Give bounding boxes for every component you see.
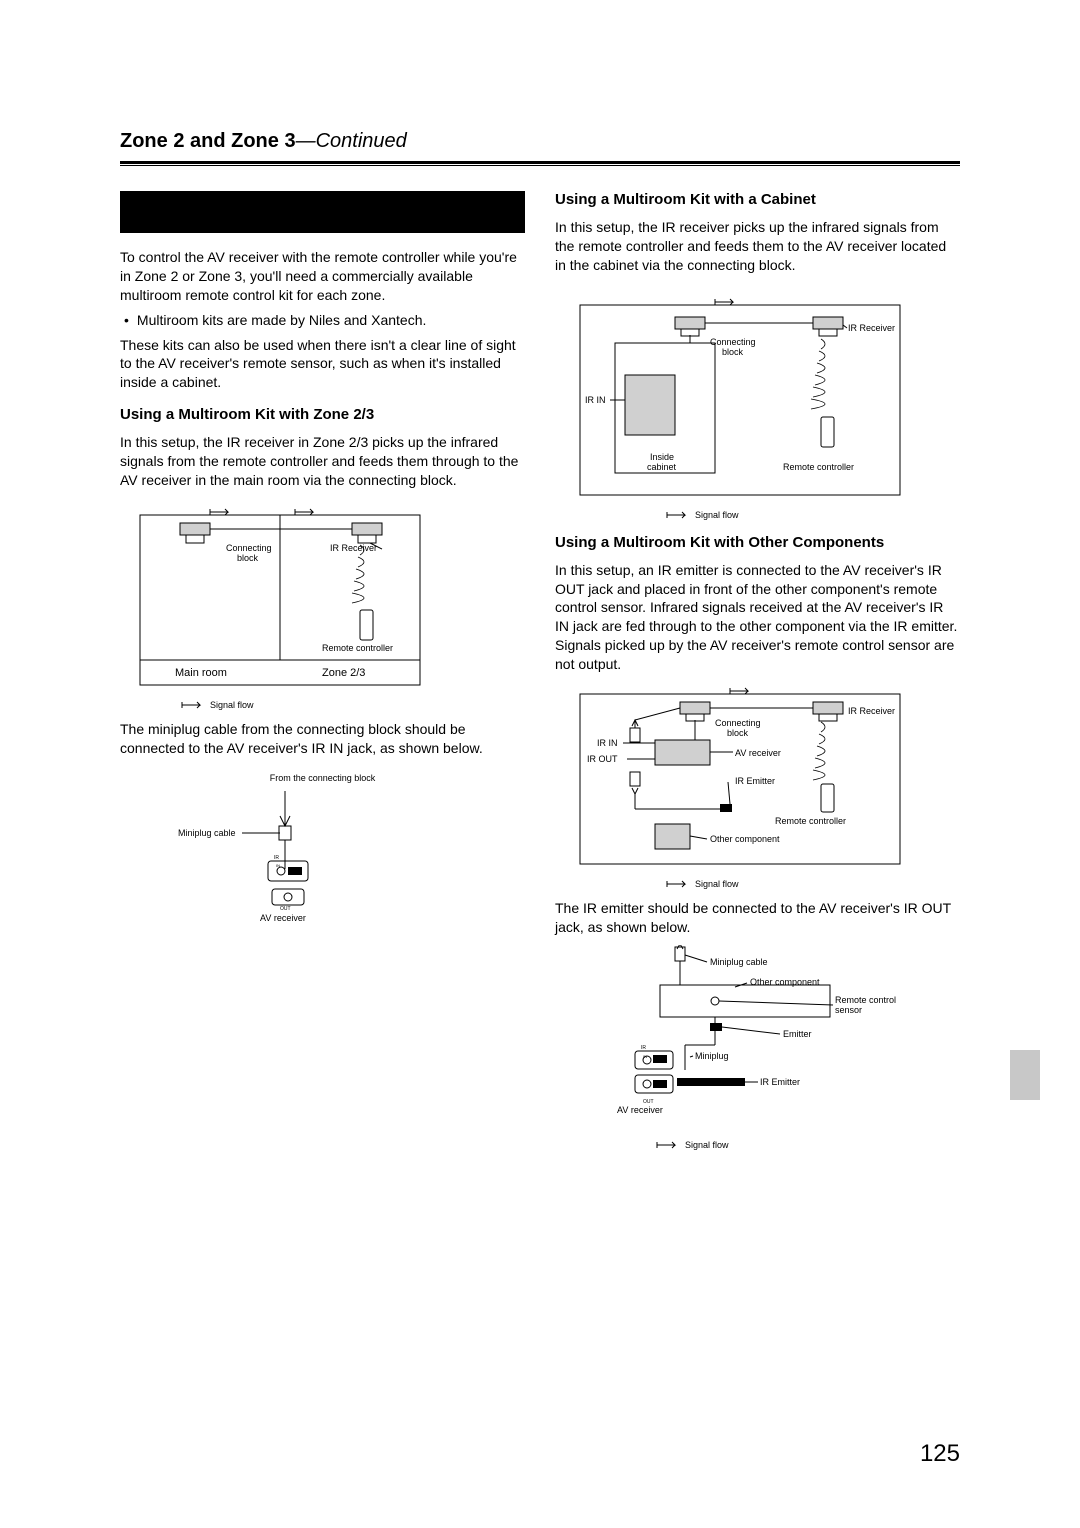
svg-text:block: block (722, 347, 744, 357)
svg-text:Remote control: Remote control (835, 995, 896, 1005)
svg-text:IR OUT: IR OUT (587, 754, 618, 764)
svg-text:IR Emitter: IR Emitter (735, 776, 775, 786)
svg-text:Zone 2/3: Zone 2/3 (322, 667, 365, 679)
svg-text:cabinet: cabinet (647, 462, 677, 472)
svg-text:OUT: OUT (280, 906, 291, 912)
svg-text:IN: IN (643, 1054, 647, 1059)
miniplug-para: The miniplug cable from the connecting b… (120, 720, 525, 758)
svg-text:Remote controller: Remote controller (775, 816, 846, 826)
svg-text:Connecting: Connecting (226, 543, 272, 553)
svg-text:AV receiver: AV receiver (735, 748, 781, 758)
bullet-item: • Multiroom kits are made by Niles and X… (120, 311, 525, 330)
diagram-2: From the connecting block Miniplug cable… (120, 773, 525, 921)
svg-text:Other component: Other component (710, 834, 780, 844)
diagram-4: Connecting block IR Receiver IR IN IR OU… (555, 684, 915, 879)
arrow-icon (655, 1140, 679, 1150)
header-rule (120, 161, 960, 166)
svg-text:Inside: Inside (650, 452, 674, 462)
svg-text:Connecting: Connecting (710, 337, 756, 347)
bullet-text: Multiroom kits are made by Niles and Xan… (137, 311, 426, 330)
cabinet-para: In this setup, the IR receiver picks up … (555, 218, 960, 275)
right-column: Using a Multiroom Kit with a Cabinet In … (555, 191, 960, 1160)
signal-flow-3: Signal flow (665, 510, 960, 520)
other-para: In this setup, an IR emitter is connecte… (555, 561, 960, 674)
svg-text:Miniplug cable: Miniplug cable (178, 828, 236, 838)
signal-flow-label: Signal flow (695, 879, 739, 889)
signal-flow-label: Signal flow (210, 700, 254, 710)
svg-text:Remote controller: Remote controller (322, 643, 393, 653)
diagram-4-wrap: Connecting block IR Receiver IR IN IR OU… (555, 684, 960, 889)
diagram-5: Miniplug cable Other component Remote co… (555, 945, 915, 1140)
svg-text:AV receiver: AV receiver (617, 1105, 663, 1115)
svg-text:IR IN: IR IN (597, 738, 618, 748)
arrow-icon (180, 700, 204, 710)
page-title: Zone 2 and Zone 3 (120, 130, 296, 152)
emitter-para: The IR emitter should be connected to th… (555, 899, 960, 937)
diagram-2-svg: Miniplug cable IR IN OUT AV receiver (120, 791, 380, 921)
svg-text:IR IN: IR IN (585, 395, 606, 405)
signal-flow-1: Signal flow (180, 700, 525, 710)
page-header: Zone 2 and Zone 3—Continued (120, 130, 960, 153)
svg-text:IN: IN (276, 863, 280, 868)
section-title-black (120, 191, 525, 233)
svg-text:Miniplug: Miniplug (695, 1051, 729, 1061)
svg-text:Remote controller: Remote controller (783, 462, 854, 472)
svg-text:Main room: Main room (175, 667, 227, 679)
tab-marker (1010, 1050, 1040, 1100)
signal-flow-label: Signal flow (685, 1140, 729, 1150)
diagram-1: Connecting block IR Receiver Remote cont… (120, 505, 440, 700)
ir-receiver-label: IR Receiver (330, 543, 377, 553)
svg-text:AV receiver: AV receiver (260, 913, 306, 921)
subheading-zone23: Using a Multiroom Kit with Zone 2/3 (120, 406, 525, 423)
signal-flow-label: Signal flow (695, 510, 739, 520)
signal-flow-4: Signal flow (665, 879, 960, 889)
arrow-icon (665, 879, 689, 889)
intro-text-1: To control the AV receiver with the remo… (120, 248, 525, 305)
svg-text:IR Receiver: IR Receiver (848, 706, 895, 716)
intro-text-2: These kits can also be used when there i… (120, 336, 525, 393)
bullet-mark: • (124, 311, 129, 330)
content-columns: To control the AV receiver with the remo… (120, 191, 960, 1160)
left-column: To control the AV receiver with the remo… (120, 191, 525, 1160)
zone23-para: In this setup, the IR receiver in Zone 2… (120, 433, 525, 490)
svg-text:block: block (237, 553, 259, 563)
arrow-icon (665, 510, 689, 520)
subheading-other: Using a Multiroom Kit with Other Compone… (555, 534, 960, 551)
svg-text:IR Receiver: IR Receiver (848, 323, 895, 333)
svg-text:IR: IR (274, 855, 279, 861)
signal-flow-5: Signal flow (655, 1140, 960, 1150)
diagram-3-wrap: Connecting block IR Receiver IR IN Remot… (555, 295, 960, 520)
svg-text:Other component: Other component (750, 977, 820, 987)
diagram-5-wrap: Miniplug cable Other component Remote co… (555, 945, 960, 1150)
svg-text:Connecting: Connecting (715, 718, 761, 728)
svg-text:IR Emitter: IR Emitter (760, 1077, 800, 1087)
from-block-label: From the connecting block (120, 773, 525, 783)
page-subtitle: —Continued (296, 130, 407, 152)
diagram-3: Connecting block IR Receiver IR IN Remot… (555, 295, 915, 510)
svg-text:block: block (727, 728, 749, 738)
subheading-cabinet: Using a Multiroom Kit with a Cabinet (555, 191, 960, 208)
page-number: 125 (920, 1440, 960, 1468)
svg-text:sensor: sensor (835, 1005, 862, 1015)
svg-text:IR: IR (641, 1045, 646, 1051)
svg-text:Emitter: Emitter (783, 1029, 812, 1039)
diagram-1-wrap: Connecting block IR Receiver Remote cont… (120, 505, 525, 710)
svg-text:Miniplug cable: Miniplug cable (710, 957, 768, 967)
